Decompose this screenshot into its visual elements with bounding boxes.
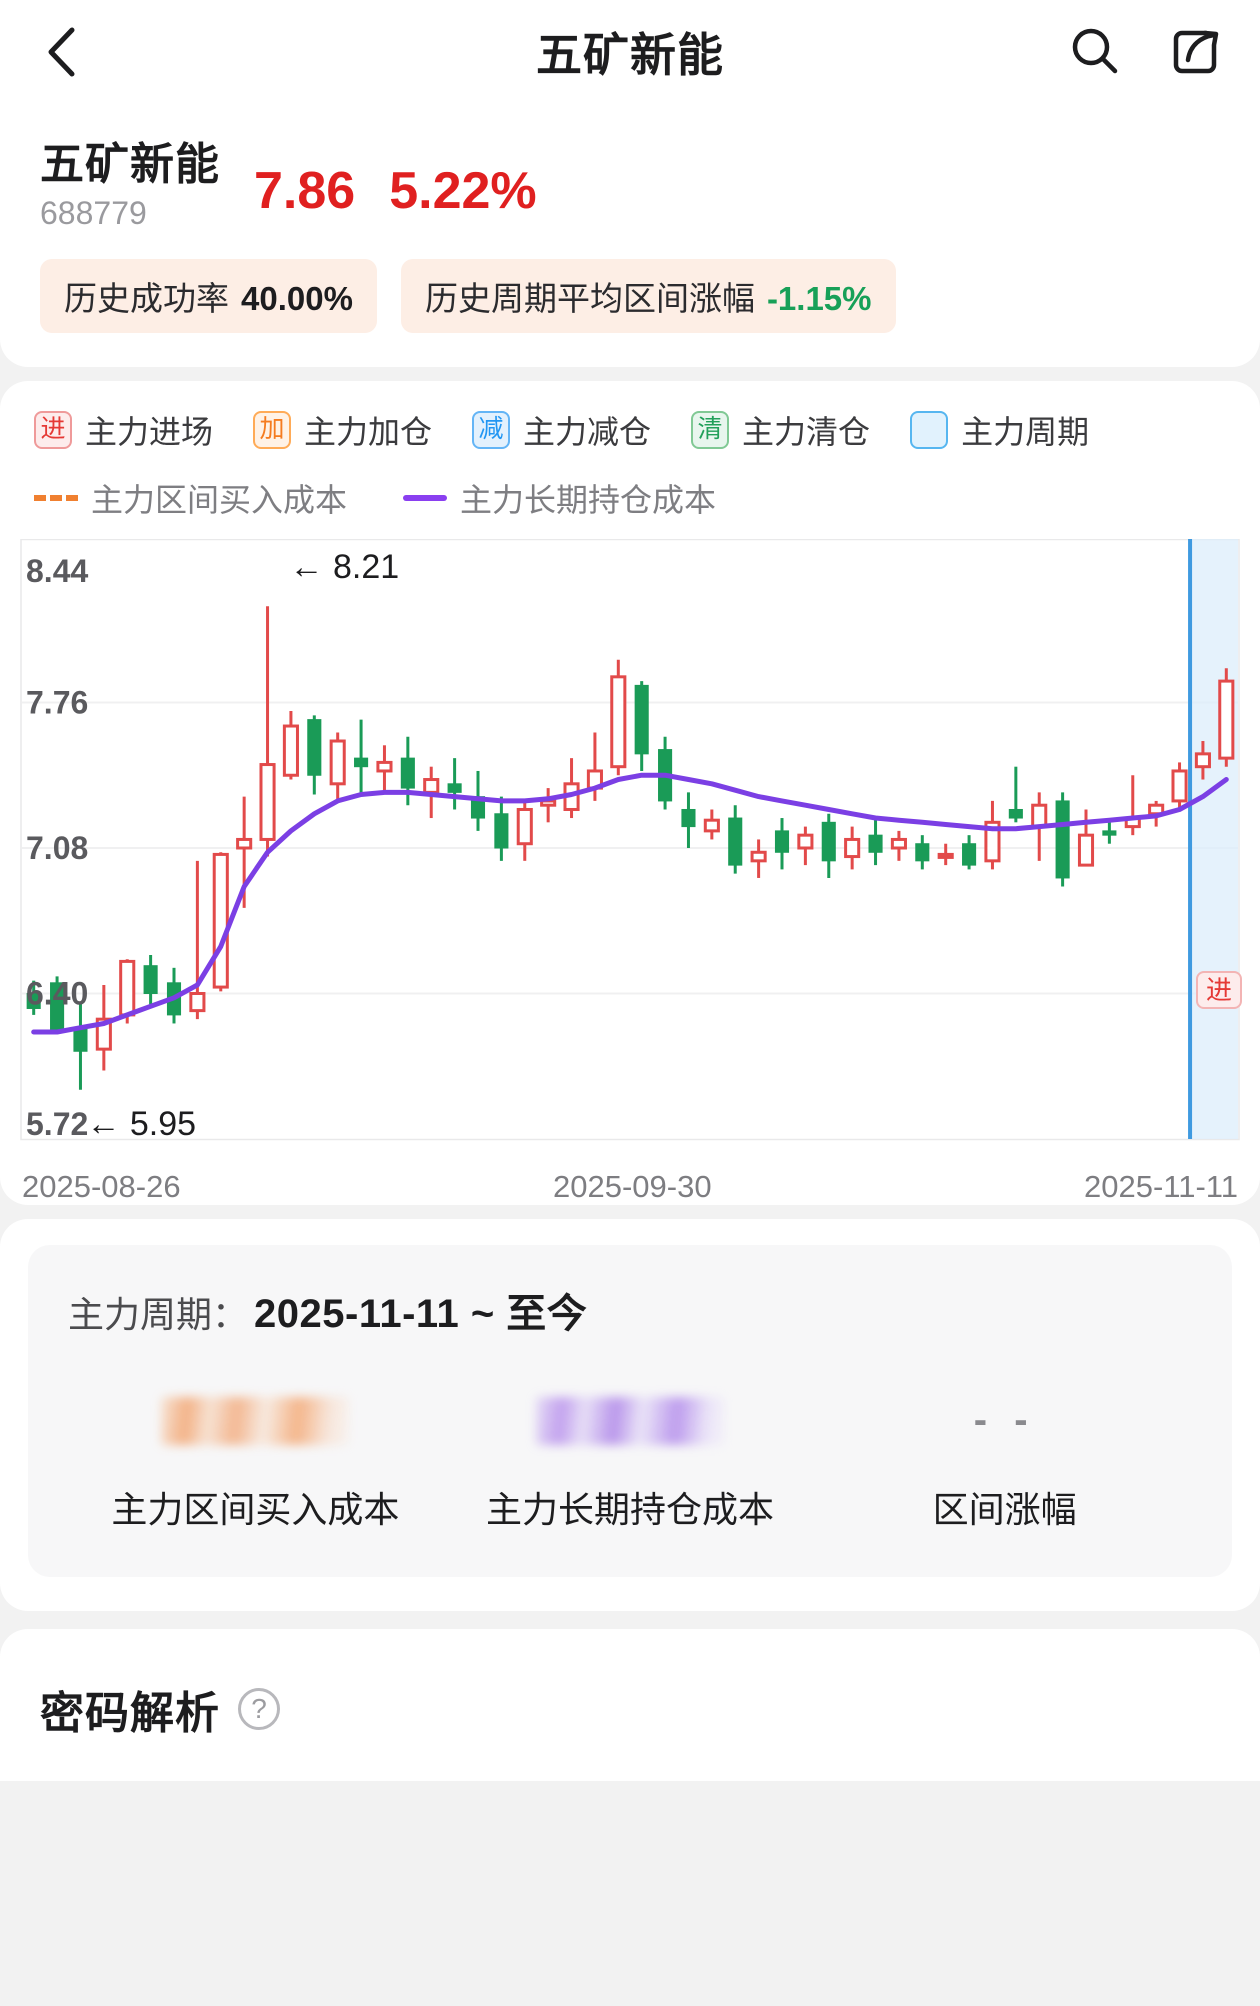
main-cycle-panel: 主力周期： 2025-11-11 ~ 至今 主力区间买入成本 主力长期持仓成本 [28, 1244, 1232, 1577]
stat-label: 主力区间买入成本 [111, 1488, 400, 1530]
blurred-orange-value [161, 1396, 350, 1445]
reduce-tag-icon: 减 [472, 410, 511, 449]
legend-label: 主力周期 [961, 413, 1090, 450]
y-tick-label: 7.08 [26, 829, 88, 865]
chart-legend: 进 主力进场 加 主力加仓 减 主力减仓 清 主力清仓 主力周期 [0, 407, 1260, 521]
clear-tag-icon: 清 [691, 410, 730, 449]
stat-range-buy-cost: 主力区间买入成本 [68, 1395, 443, 1533]
legend-label: 主力进场 [85, 413, 214, 450]
share-icon[interactable] [1168, 23, 1226, 81]
cycle-title-label: 主力周期： [68, 1293, 249, 1335]
quote-row: 五矿新能 688779 7.86 5.22% [40, 140, 1220, 233]
y-tick-label: 7.76 [26, 684, 88, 720]
help-circle-icon[interactable]: ? [238, 1687, 280, 1730]
main-cycle-card: 主力周期： 2025-11-11 ~ 至今 主力区间买入成本 主力长期持仓成本 [0, 1218, 1260, 1611]
stat-label: 主力长期持仓成本 [486, 1488, 775, 1530]
password-analysis-card: 密码解析 ? [0, 1628, 1260, 1781]
masked-value [536, 1395, 724, 1447]
last-price: 7.86 [254, 161, 356, 220]
legend-item-main-reduce: 减 主力减仓 [472, 407, 651, 453]
legend-item-main-entry: 进 主力进场 [34, 407, 213, 453]
legend-label: 主力清仓 [742, 413, 871, 450]
legend-item-range-buy-cost: 主力区间买入成本 [34, 475, 347, 521]
stat-range-gain: - - 区间涨幅 [817, 1395, 1192, 1533]
stock-name: 五矿新能 [40, 140, 220, 189]
search-icon[interactable] [1066, 23, 1124, 81]
chart-card: 进 主力进场 加 主力加仓 减 主力减仓 清 主力清仓 主力周期 [0, 380, 1260, 1205]
cycle-title: 主力周期： 2025-11-11 ~ 至今 [68, 1281, 1192, 1339]
main-entry-marker[interactable]: 进 [1196, 970, 1243, 1009]
y-tick-label: 5.72 [26, 1106, 88, 1142]
cycle-band-icon [910, 410, 949, 449]
entry-tag-icon: 进 [34, 410, 72, 449]
x-tick-mid: 2025-09-30 [553, 1168, 712, 1204]
stat-long-hold-cost: 主力长期持仓成本 [443, 1395, 818, 1533]
app-header: 五矿新能 [0, 0, 1260, 104]
pill-value: 40.00% [241, 279, 353, 317]
cycle-stats: 主力区间买入成本 主力长期持仓成本 - - 区间涨幅 [68, 1395, 1192, 1533]
solid-line-icon [403, 494, 448, 501]
legend-row-tags: 进 主力进场 加 主力加仓 减 主力减仓 清 主力清仓 主力周期 [34, 407, 1226, 453]
quote-card: 五矿新能 688779 7.86 5.22% 历史成功率 40.00% 历史周期… [0, 104, 1260, 367]
pill-label: 历史周期平均区间涨幅 [424, 279, 755, 317]
legend-item-main-clear: 清 主力清仓 [691, 407, 870, 453]
stock-identity: 五矿新能 688779 [40, 140, 220, 233]
empty-value: - - [973, 1398, 1036, 1443]
stat-pill-row: 历史成功率 40.00% 历史周期平均区间涨幅 -1.15% [40, 258, 1220, 333]
legend-item-main-add: 加 主力加仓 [253, 407, 432, 453]
high-annotation: ← 8.21 [290, 548, 400, 586]
dashed-line-icon [34, 494, 78, 501]
plot-svg: 8.44 7.76 7.08 6.40 5.72 ← 8.21 ← 5.95 [20, 538, 1240, 1143]
add-tag-icon: 加 [253, 410, 292, 449]
change-percent: 5.22% [389, 161, 537, 220]
masked-value [161, 1395, 350, 1447]
pill-label: 历史成功率 [64, 279, 229, 317]
cycle-title-value: 2025-11-11 ~ 至今 [254, 1291, 588, 1336]
pill-value: -1.15% [766, 279, 872, 317]
legend-item-main-cycle: 主力周期 [910, 407, 1089, 453]
x-tick-end: 2025-11-11 [1084, 1168, 1238, 1204]
section-header: 密码解析 ? [40, 1677, 1220, 1741]
blurred-purple-value [536, 1396, 724, 1445]
y-tick-label: 8.44 [26, 553, 88, 589]
stat-label: 区间涨幅 [932, 1488, 1077, 1530]
legend-label: 主力加仓 [304, 413, 433, 450]
legend-label: 主力长期持仓成本 [460, 481, 717, 518]
x-tick-start: 2025-08-26 [22, 1168, 181, 1204]
legend-label: 主力区间买入成本 [91, 481, 348, 518]
low-annotation: ← 5.95 [86, 1105, 196, 1143]
candlestick-plot[interactable]: 8.44 7.76 7.08 6.40 5.72 ← 8.21 ← 5.95 进 [0, 538, 1260, 1159]
range-gain-value: - - [974, 1395, 1036, 1447]
legend-item-long-hold-cost: 主力长期持仓成本 [403, 475, 716, 521]
back-button[interactable] [34, 25, 88, 79]
legend-row-lines: 主力区间买入成本 主力长期持仓成本 [34, 475, 1226, 521]
x-axis-labels: 2025-08-26 2025-09-30 2025-11-11 [0, 1159, 1260, 1205]
legend-label: 主力减仓 [523, 413, 652, 450]
section-title: 密码解析 [40, 1688, 220, 1738]
y-tick-label: 6.40 [26, 975, 88, 1011]
pill-history-success-rate: 历史成功率 40.00% [40, 258, 377, 333]
stock-code: 688779 [40, 194, 147, 231]
pill-avg-cycle-gain: 历史周期平均区间涨幅 -1.15% [400, 258, 896, 333]
header-actions [1066, 23, 1226, 81]
